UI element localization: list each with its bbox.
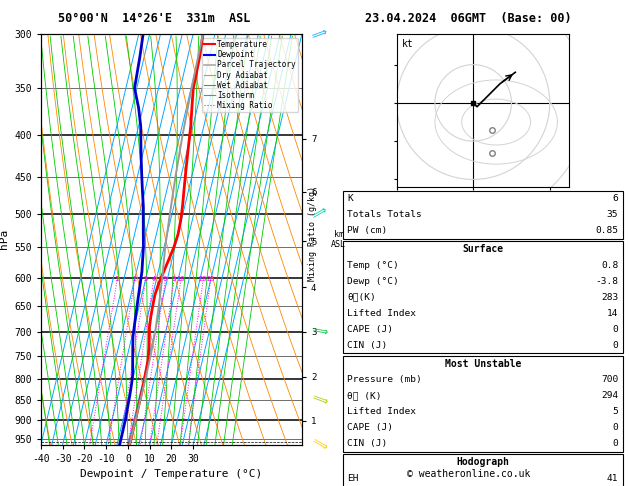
Text: 700: 700 (601, 375, 618, 384)
Text: 0: 0 (613, 439, 618, 449)
Text: ⟹: ⟹ (310, 393, 329, 408)
Legend: Temperature, Dewpoint, Parcel Trajectory, Dry Adiabat, Wet Adiabat, Isotherm, Mi: Temperature, Dewpoint, Parcel Trajectory… (202, 38, 298, 112)
Text: ⟹: ⟹ (310, 205, 329, 222)
Text: θᴇ (K): θᴇ (K) (347, 391, 382, 400)
Text: Hodograph: Hodograph (456, 457, 509, 468)
X-axis label: Dewpoint / Temperature (°C): Dewpoint / Temperature (°C) (81, 469, 262, 479)
Text: CIN (J): CIN (J) (347, 341, 387, 350)
Text: θᴇ(K): θᴇ(K) (347, 293, 376, 302)
Text: -3.8: -3.8 (595, 277, 618, 286)
Text: 6: 6 (163, 277, 167, 282)
Text: ⟹: ⟹ (310, 436, 329, 453)
Text: 20: 20 (199, 277, 207, 282)
Text: 0.8: 0.8 (601, 260, 618, 270)
Y-axis label: hPa: hPa (0, 229, 9, 249)
Text: 25: 25 (206, 277, 214, 282)
Text: Surface: Surface (462, 244, 503, 254)
Text: 294: 294 (601, 391, 618, 400)
Text: ⟹: ⟹ (311, 326, 328, 338)
Text: Lifted Index: Lifted Index (347, 407, 416, 417)
Text: kt: kt (402, 38, 413, 49)
Text: 41: 41 (607, 474, 618, 483)
Text: 0.85: 0.85 (595, 226, 618, 235)
Text: 0: 0 (613, 423, 618, 433)
Text: Lifted Index: Lifted Index (347, 309, 416, 318)
Text: 35: 35 (607, 210, 618, 219)
Text: CAPE (J): CAPE (J) (347, 423, 393, 433)
Text: PW (cm): PW (cm) (347, 226, 387, 235)
Text: Totals Totals: Totals Totals (347, 210, 422, 219)
Text: 10: 10 (176, 277, 185, 282)
Text: 0: 0 (613, 341, 618, 350)
Text: © weatheronline.co.uk: © weatheronline.co.uk (407, 469, 530, 479)
Text: 283: 283 (601, 293, 618, 302)
Text: ⟹: ⟹ (310, 27, 329, 41)
Text: CIN (J): CIN (J) (347, 439, 387, 449)
Text: Temp (°C): Temp (°C) (347, 260, 399, 270)
Text: 2: 2 (132, 277, 136, 282)
Text: Dewp (°C): Dewp (°C) (347, 277, 399, 286)
Text: CAPE (J): CAPE (J) (347, 325, 393, 334)
Text: EH: EH (347, 474, 359, 483)
Text: 50°00'N  14°26'E  331m  ASL: 50°00'N 14°26'E 331m ASL (58, 12, 250, 25)
Text: 3: 3 (143, 277, 147, 282)
Text: K: K (347, 194, 353, 203)
Text: Mixing Ratio (g/kg): Mixing Ratio (g/kg) (308, 186, 317, 281)
Text: Pressure (mb): Pressure (mb) (347, 375, 422, 384)
Text: 6: 6 (613, 194, 618, 203)
Text: Most Unstable: Most Unstable (445, 359, 521, 369)
Text: 0: 0 (613, 325, 618, 334)
Text: 8: 8 (172, 277, 176, 282)
Text: 1: 1 (114, 277, 119, 282)
Text: 4: 4 (151, 277, 155, 282)
Text: 23.04.2024  06GMT  (Base: 00): 23.04.2024 06GMT (Base: 00) (365, 12, 572, 25)
Text: 14: 14 (607, 309, 618, 318)
Y-axis label: km
ASL: km ASL (331, 230, 346, 249)
Text: 5: 5 (613, 407, 618, 417)
